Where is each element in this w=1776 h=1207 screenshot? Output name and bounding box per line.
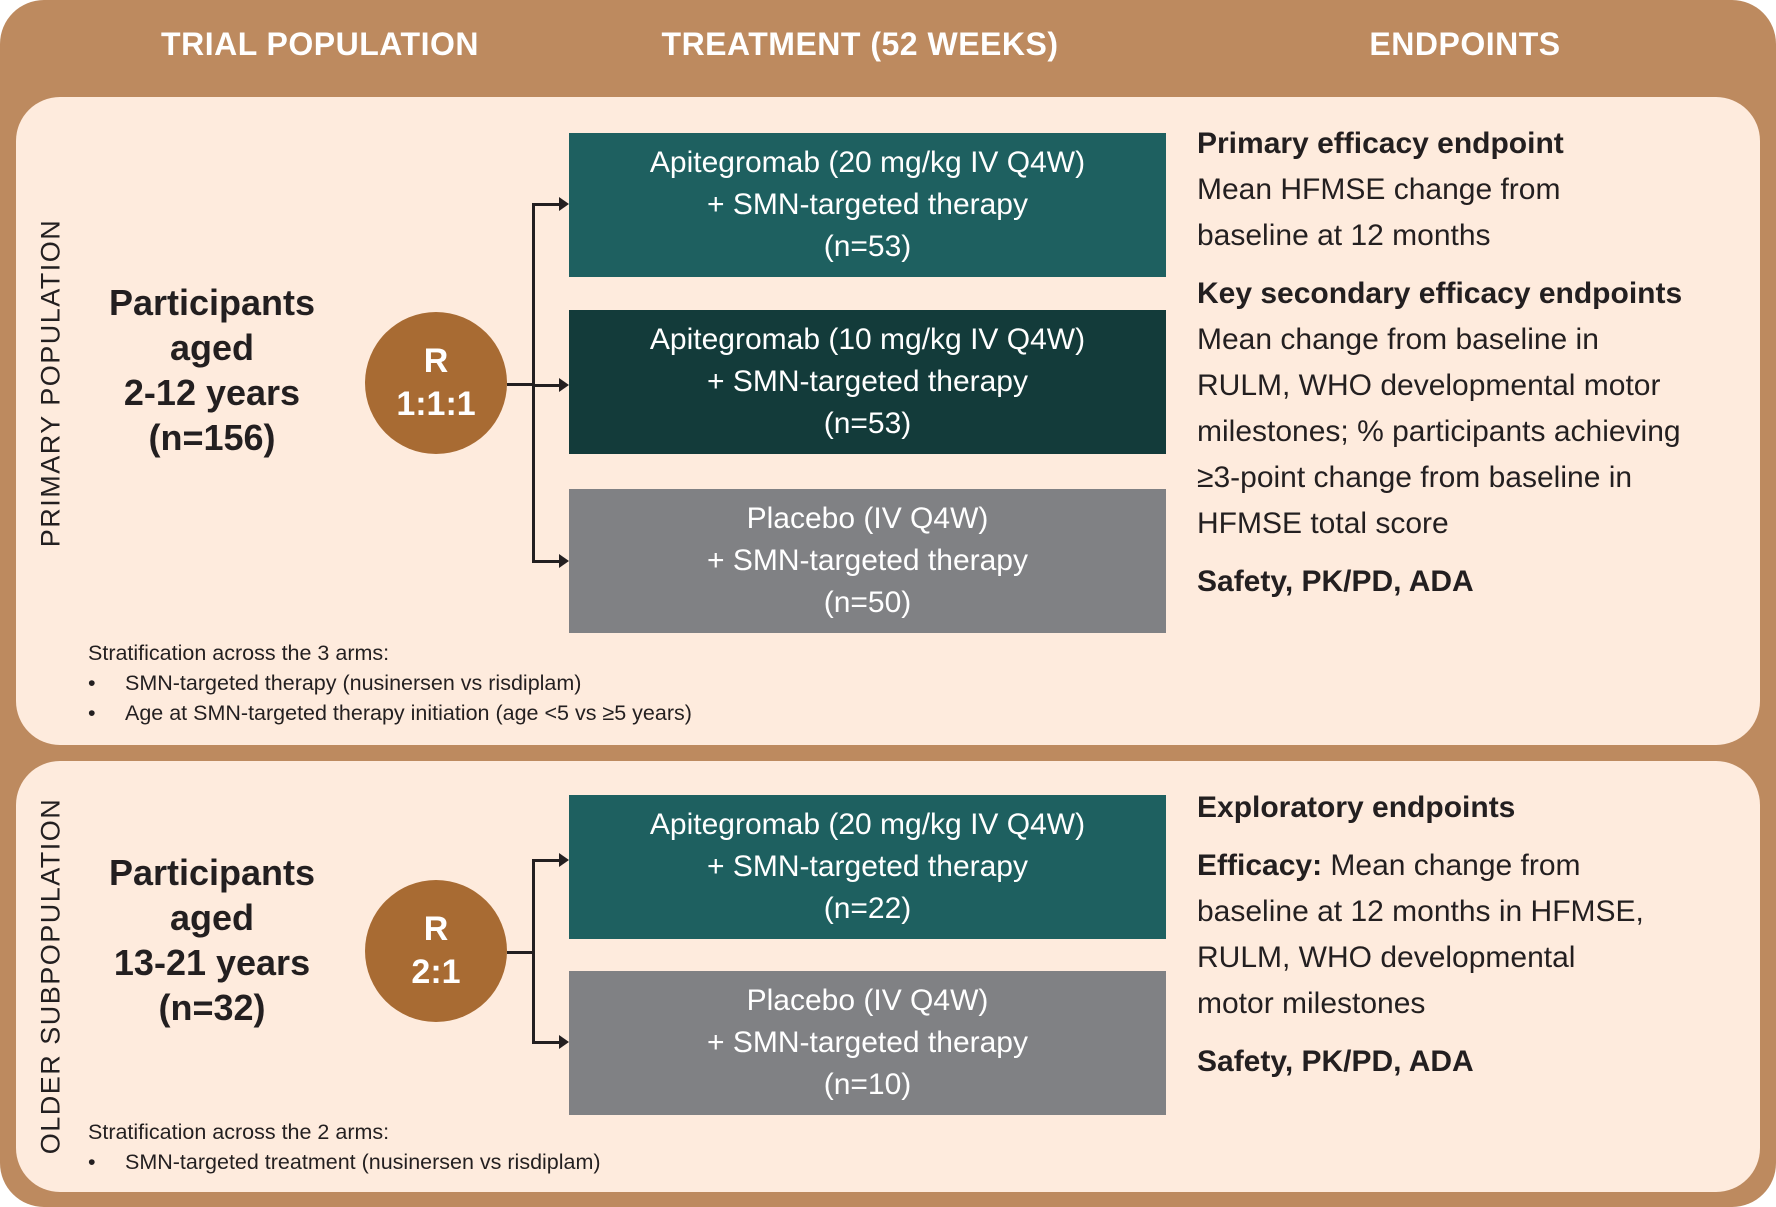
arm-line: + SMN-targeted therapy <box>707 365 1028 398</box>
randomization-ratio: 2:1 <box>411 953 461 991</box>
endpoint-line: motor milestones <box>1197 987 1426 1020</box>
arm-line: Placebo (IV Q4W) <box>746 502 989 535</box>
arm-count: (n=22) <box>823 892 912 925</box>
participants-line: Participants <box>108 282 316 323</box>
randomization-ratio: 1:1:1 <box>396 385 476 423</box>
endpoint-line: RULM, WHO developmental motor <box>1197 369 1661 402</box>
connector-line <box>532 1041 560 1044</box>
endpoint-line: Mean change from baseline in <box>1197 323 1599 356</box>
arm-count: (n=53) <box>823 230 912 263</box>
connector-line <box>507 951 534 954</box>
connector-line <box>532 384 560 387</box>
stratification-item: • Age at SMN-targeted therapy initiation … <box>88 698 692 728</box>
endpoint-text: Mean change from <box>1330 849 1581 882</box>
participants-line: Participants <box>108 852 316 893</box>
arrow-icon <box>559 378 569 392</box>
stratification-item: • SMN-targeted treatment (nusinersen vs r… <box>88 1147 601 1177</box>
endpoint-line: Mean HFMSE change from <box>1197 173 1561 206</box>
endpoint-line: milestones; % participants achieving <box>1197 415 1681 448</box>
randomization-circle: R 1:1:1 <box>365 312 507 454</box>
header-trial-population: TRIAL POPULATION <box>161 26 479 62</box>
efficacy-label: Efficacy: <box>1197 849 1323 882</box>
participants-age: 2-12 years <box>123 372 301 413</box>
stratification-text: Age at SMN-targeted therapy initiation (… <box>125 701 692 725</box>
arrow-icon <box>559 853 569 867</box>
arm-apitegromab-10: Apitegromab (10 mg/kg IV Q4W) + SMN-targ… <box>569 310 1166 454</box>
arm-line: + SMN-targeted therapy <box>707 544 1028 577</box>
arm-line: Apitegromab (20 mg/kg IV Q4W) <box>649 808 1086 841</box>
randomization-label: R <box>423 910 449 948</box>
endpoint-line: Efficacy: Mean change from <box>1197 843 1644 889</box>
randomization-label: R <box>423 342 449 380</box>
endpoint-line: ≥3-point change from baseline in <box>1197 461 1633 494</box>
arrow-icon <box>559 554 569 568</box>
branch-line <box>532 859 535 1043</box>
endpoint-line: baseline at 12 months in HFMSE, <box>1197 895 1644 928</box>
primary-stratification: Stratification across the 3 arms: • SMN-t… <box>88 638 692 728</box>
arm-line: + SMN-targeted therapy <box>707 850 1028 883</box>
primary-participants: Participants aged 2-12 years (n=156) <box>109 280 315 460</box>
exploratory-endpoint-heading: Exploratory endpoints <box>1197 791 1516 824</box>
connector-line <box>532 203 560 206</box>
arm-line: Apitegromab (10 mg/kg IV Q4W) <box>649 323 1086 356</box>
participants-count: (n=156) <box>148 417 276 458</box>
connector-line <box>532 560 560 563</box>
arrow-icon <box>559 197 569 211</box>
stratification-text: SMN-targeted treatment (nusinersen vs ri… <box>125 1150 601 1174</box>
secondary-endpoint-heading: Key secondary efficacy endpoints <box>1197 277 1683 310</box>
connector-line <box>507 383 534 386</box>
participants-count: (n=32) <box>158 987 266 1028</box>
older-stratification: Stratification across the 2 arms: • SMN-t… <box>88 1117 601 1177</box>
arm-line: + SMN-targeted therapy <box>707 188 1028 221</box>
connector-line <box>532 859 560 862</box>
arm-placebo: Placebo (IV Q4W) + SMN-targeted therapy … <box>569 489 1166 633</box>
arm-apitegromab-20: Apitegromab (20 mg/kg IV Q4W) + SMN-targ… <box>569 795 1166 939</box>
arm-line: Apitegromab (20 mg/kg IV Q4W) <box>649 146 1086 179</box>
primary-endpoint-heading: Primary efficacy endpoint <box>1197 127 1564 160</box>
stratification-title: Stratification across the 3 arms: <box>88 641 390 665</box>
endpoint-line: HFMSE total score <box>1197 507 1449 540</box>
branch-line <box>532 203 535 562</box>
participants-age: 13-21 years <box>113 942 311 983</box>
safety-endpoint: Safety, PK/PD, ADA <box>1197 565 1474 598</box>
participants-line: aged <box>169 897 255 938</box>
arm-count: (n=53) <box>823 407 912 440</box>
older-subpopulation-label: OLDER SUBPOPULATION <box>35 797 66 1155</box>
arm-count: (n=10) <box>823 1068 912 1101</box>
arrow-icon <box>559 1035 569 1049</box>
stratification-item: • SMN-targeted therapy (nusinersen vs ris… <box>88 668 692 698</box>
primary-population-label: PRIMARY POPULATION <box>35 218 66 548</box>
arm-apitegromab-20: Apitegromab (20 mg/kg IV Q4W) + SMN-targ… <box>569 133 1166 277</box>
older-endpoints: Exploratory endpoints Efficacy: Mean cha… <box>1197 785 1644 1085</box>
arm-line: + SMN-targeted therapy <box>707 1026 1028 1059</box>
bullet-icon: • <box>88 671 96 695</box>
older-participants: Participants aged 13-21 years (n=32) <box>109 850 315 1030</box>
header-endpoints: ENDPOINTS <box>1369 26 1561 62</box>
primary-endpoints: Primary efficacy endpoint Mean HFMSE cha… <box>1197 121 1682 605</box>
bullet-icon: • <box>88 1150 96 1174</box>
arm-count: (n=50) <box>823 586 912 619</box>
arm-line: Placebo (IV Q4W) <box>746 984 989 1017</box>
endpoint-line: RULM, WHO developmental <box>1197 941 1576 974</box>
participants-line: aged <box>169 327 255 368</box>
endpoint-line: baseline at 12 months <box>1197 219 1491 252</box>
stratification-title: Stratification across the 2 arms: <box>88 1120 390 1144</box>
bullet-icon: • <box>88 701 96 725</box>
randomization-circle: R 2:1 <box>365 880 507 1022</box>
safety-endpoint: Safety, PK/PD, ADA <box>1197 1045 1474 1078</box>
stratification-text: SMN-targeted therapy (nusinersen vs risd… <box>125 671 582 695</box>
arm-placebo: Placebo (IV Q4W) + SMN-targeted therapy … <box>569 971 1166 1115</box>
header-treatment: TREATMENT (52 WEEKS) <box>661 26 1059 62</box>
